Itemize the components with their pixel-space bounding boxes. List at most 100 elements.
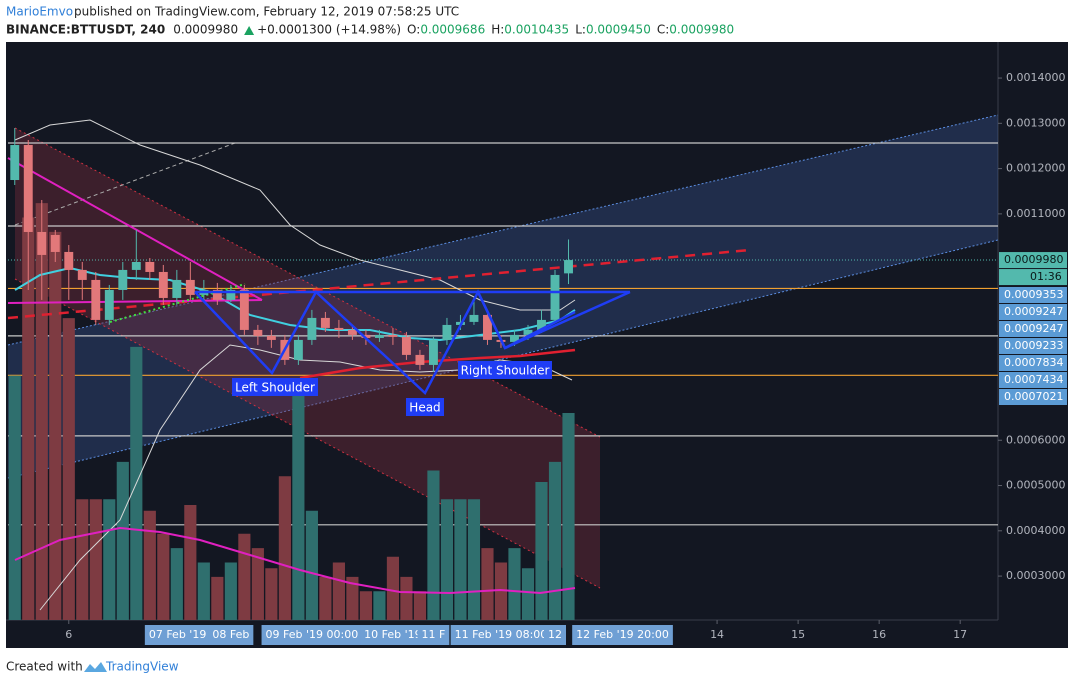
x-highlight-box	[261, 625, 363, 645]
volume-bar	[184, 505, 197, 620]
footer-brand[interactable]: TradingView	[105, 660, 179, 674]
y-tick-label: 0.0012000	[1006, 162, 1066, 175]
price-label: 0.0007434	[1004, 373, 1064, 386]
last-price-box	[999, 252, 1067, 269]
bollinger-upper	[14, 119, 576, 311]
price-label: 0.0009247	[1004, 305, 1064, 318]
price-label: 0.0009247	[1004, 322, 1064, 335]
candle-body	[388, 334, 398, 337]
x-highlight-box	[360, 625, 426, 645]
volume-bar	[535, 482, 548, 620]
volume-bar	[89, 499, 102, 620]
volume-bar	[413, 591, 427, 620]
ohlc-key: H:	[491, 23, 504, 37]
price-label-box	[999, 338, 1067, 354]
annotation: Left Shoulder	[235, 381, 315, 395]
candle-body	[523, 329, 533, 335]
volume-bar	[265, 568, 278, 620]
moving-average	[14, 266, 576, 342]
volume-bar	[62, 318, 75, 620]
candle-body	[23, 145, 33, 232]
volume-bar	[305, 510, 318, 620]
desc-channel-upper	[14, 127, 601, 438]
volume-bar	[508, 548, 521, 620]
volume-bar	[427, 470, 440, 620]
volume-bar	[481, 548, 494, 620]
volume-bar	[467, 499, 481, 620]
x-highlight-box	[450, 625, 552, 645]
price-label-box	[999, 355, 1067, 371]
x-tick-label: 6	[65, 628, 72, 641]
ohlc-value: 0.0009686	[420, 23, 485, 37]
candle-body	[415, 354, 425, 365]
volume-bar	[319, 576, 332, 620]
price: 0.0009980	[173, 23, 238, 37]
annotation-box	[232, 378, 318, 396]
candle-body	[442, 324, 452, 340]
volume-bar	[400, 576, 413, 620]
volume-bar	[494, 562, 508, 620]
volume-bar	[49, 231, 62, 620]
volume-ma	[14, 526, 576, 595]
price-label-box	[999, 304, 1067, 320]
author[interactable]: MarioEmvo	[6, 5, 73, 19]
candle-body	[564, 260, 573, 274]
candle-body	[104, 289, 114, 320]
y-tick-label: 0.0004000	[1006, 524, 1066, 537]
candle-body	[266, 335, 276, 340]
candle-body	[239, 289, 249, 330]
volume-bar	[562, 413, 575, 620]
candle-body	[118, 269, 128, 290]
dashed-ma	[7, 248, 751, 320]
volume-bar	[116, 461, 129, 620]
volume-bar	[440, 499, 454, 620]
volume-bar	[143, 510, 156, 620]
price-label: 0.0009233	[1004, 339, 1064, 352]
up-arrow	[244, 26, 255, 35]
x-highlight-label: 11 F	[422, 628, 446, 641]
candle-body	[64, 251, 74, 270]
price-label-box	[999, 321, 1067, 337]
price-label: 0.0009353	[1004, 288, 1064, 301]
symbol-line: BINANCE:BTTUSDT, 240 0.0009980 +0.0001300…	[6, 23, 734, 37]
volume-bar	[211, 576, 224, 620]
price-label-box	[999, 287, 1067, 303]
moving-average-slow	[299, 348, 576, 380]
ohlc-value: 0.0009450	[586, 23, 651, 37]
volume-bar	[278, 476, 291, 620]
candle-body	[361, 334, 371, 338]
channel-lower	[7, 239, 999, 479]
candle-body	[510, 334, 519, 342]
published-note: published on TradingView.com, February 1…	[74, 5, 459, 19]
candle-body	[91, 279, 101, 320]
ohlc-key: O:	[407, 23, 420, 37]
price-label-box	[999, 389, 1067, 405]
y-tick-label: 0.0003000	[1006, 569, 1066, 582]
x-tick-label: 14	[710, 628, 724, 641]
channel-upper	[7, 114, 999, 346]
candle-body	[212, 289, 222, 300]
magenta-level	[7, 299, 263, 304]
footer-background	[0, 648, 1074, 685]
volume-bar	[157, 533, 170, 620]
x-highlight-box	[208, 625, 254, 645]
volume-bar	[359, 591, 372, 620]
ohlc-value: 0.0009980	[669, 23, 734, 37]
x-tick-label: 15	[791, 628, 805, 641]
ohlc-key: C:	[657, 23, 669, 37]
green-dotted	[109, 283, 246, 323]
volume-bar	[373, 591, 386, 620]
annotation: Right Shoulder	[461, 364, 550, 378]
volume-bar	[332, 562, 345, 620]
candle-body	[145, 261, 155, 272]
candle-body	[37, 231, 47, 255]
triangle-edge	[504, 290, 631, 350]
candle-body	[334, 327, 344, 330]
candle-body	[428, 339, 438, 365]
x-tick-label: 16	[872, 628, 886, 641]
x-highlight-label: 09 Feb '19 00:00	[266, 628, 359, 641]
volume-bar	[292, 395, 305, 620]
annotation-box	[458, 361, 552, 379]
y-tick-label: 0.0011000	[1006, 207, 1066, 220]
